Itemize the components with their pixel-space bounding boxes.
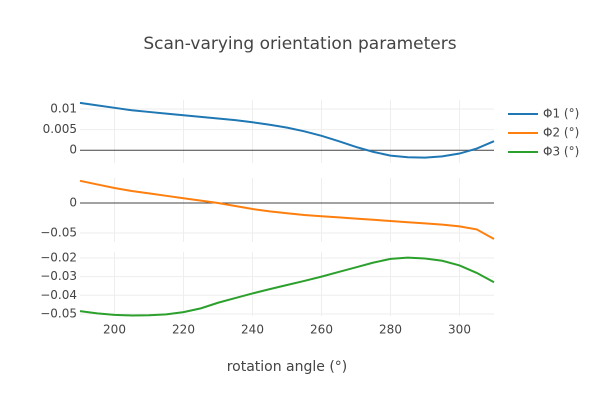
y-tick-label: −0.04 [40, 288, 77, 302]
series-line [79, 179, 495, 240]
legend-label: Φ1 (°) [543, 107, 579, 121]
y-tick-label: −0.02 [40, 250, 77, 264]
legend-label: Φ2 (°) [543, 126, 579, 140]
y-tick-label: 0 [69, 196, 77, 210]
x-tick-label: 300 [448, 323, 471, 337]
y-tick-label: −0.05 [40, 306, 77, 320]
x-axis-title: rotation angle (°) [227, 359, 348, 375]
y-tick-label: 0.01 [50, 102, 77, 116]
y-tick-label: −0.03 [40, 269, 77, 283]
x-tick-label: 280 [379, 323, 402, 337]
y-tick-label: 0.005 [43, 122, 77, 136]
y-tick-label: −0.05 [40, 226, 77, 240]
legend-label: Φ3 (°) [543, 145, 579, 159]
chart-title: Scan-varying orientation parameters [143, 34, 456, 54]
series-line [79, 256, 495, 317]
series-line [79, 101, 495, 159]
x-tick-label: 260 [310, 323, 333, 337]
y-tick-label: 0 [69, 143, 77, 157]
x-tick-label: 200 [103, 323, 126, 337]
x-tick-label: 220 [172, 323, 195, 337]
x-tick-label: 240 [241, 323, 264, 337]
